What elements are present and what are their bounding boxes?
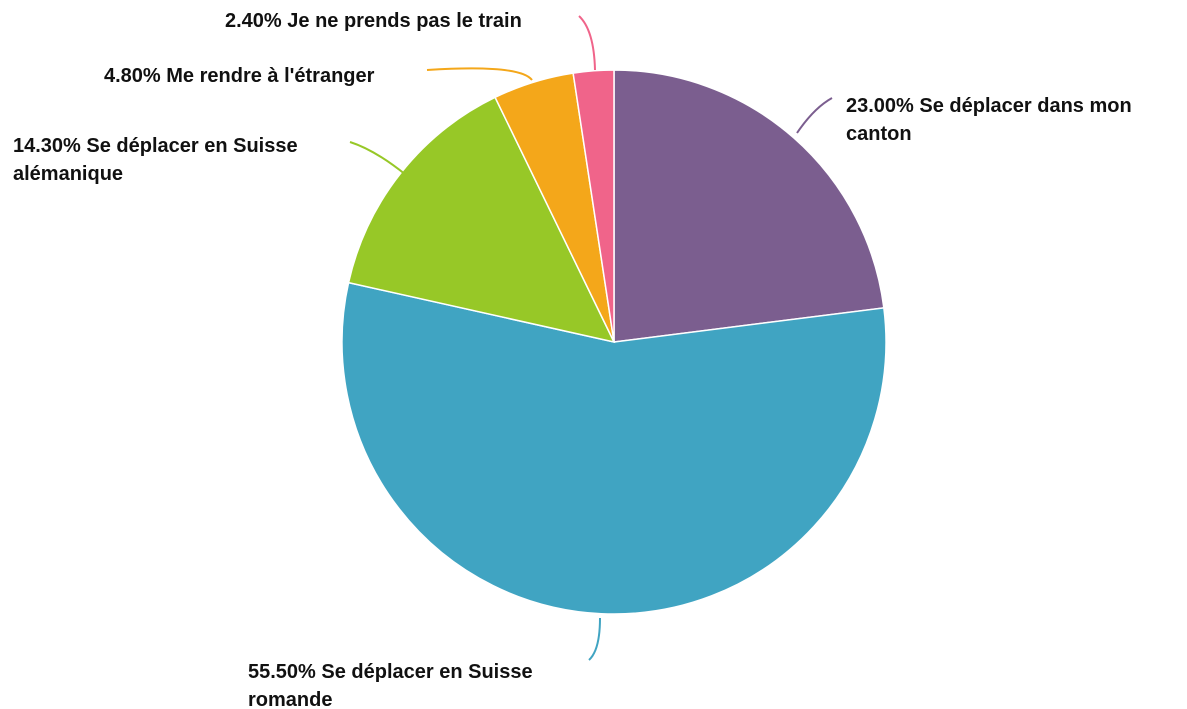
slice-label: canton (846, 123, 912, 145)
slice-label: alémanique (13, 163, 123, 185)
pie-slice (572, 69, 615, 343)
slice-label: 4.80% Me rendre à l'étranger (104, 65, 375, 87)
leader-lines (349, 15, 833, 661)
leader-line (588, 617, 601, 661)
pie-slices (341, 69, 887, 615)
pie-slice (347, 96, 616, 344)
slice-label: 23.00% Se déplacer dans mon (846, 95, 1132, 117)
slice-label: romande (248, 689, 332, 709)
leader-line (578, 15, 596, 71)
leader-line (349, 141, 407, 176)
leader-line (796, 97, 833, 134)
slice-label: 55.50% Se déplacer en Suisse (248, 661, 533, 683)
slice-label: 14.30% Se déplacer en Suisse (13, 135, 298, 157)
slice-label: 2.40% Je ne prends pas le train (225, 10, 522, 32)
pie-slice (613, 69, 885, 343)
slice-labels: 23.00% Se déplacer dans mon canton 55.50% … (13, 10, 1132, 709)
leader-line (426, 67, 533, 81)
pie-slice (341, 281, 887, 615)
